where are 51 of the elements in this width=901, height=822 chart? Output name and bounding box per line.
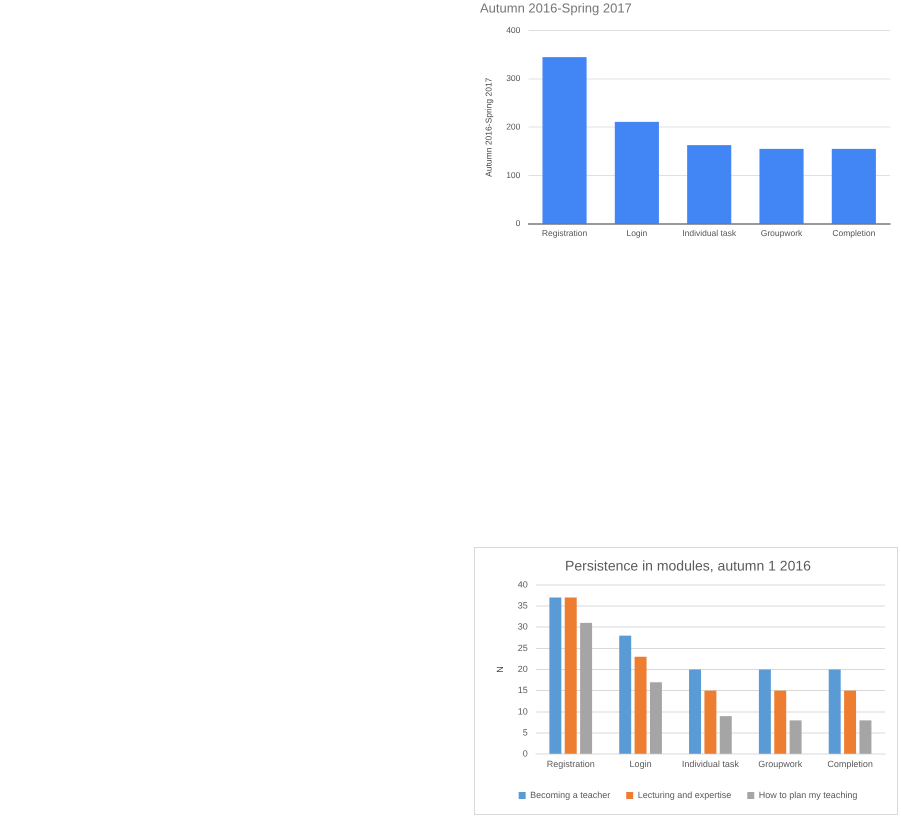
legend-label: Becoming a teacher bbox=[530, 790, 610, 800]
y-tick-label: 25 bbox=[518, 642, 528, 653]
x-tick-label: Individual task bbox=[682, 228, 737, 238]
bar bbox=[542, 57, 587, 224]
x-tick-label: Login bbox=[626, 228, 648, 238]
y-tick-label: 15 bbox=[518, 685, 528, 696]
bar bbox=[687, 145, 732, 224]
bar bbox=[759, 148, 804, 224]
legend-label: Lecturing and expertise bbox=[638, 790, 732, 800]
y-axis-title: N bbox=[494, 666, 505, 673]
x-tick-label: Login bbox=[630, 759, 652, 770]
bar bbox=[564, 598, 577, 754]
y-tick-label: 20 bbox=[518, 664, 528, 674]
x-tick-label: Completion bbox=[832, 228, 876, 238]
y-tick-label: 10 bbox=[518, 706, 528, 716]
bar bbox=[689, 670, 702, 754]
y-tick-label: 0 bbox=[516, 218, 521, 228]
bar bbox=[844, 690, 856, 754]
y-tick-label: 400 bbox=[506, 24, 521, 35]
chart-title: Autumn 2016-Spring 2017 bbox=[480, 0, 632, 16]
x-tick-label: Registration bbox=[546, 759, 595, 770]
bar bbox=[549, 598, 562, 754]
y-tick-label: 30 bbox=[518, 622, 528, 632]
y-tick-label: 0 bbox=[522, 748, 528, 759]
x-tick-label: Groupwork bbox=[760, 228, 804, 238]
bar bbox=[832, 148, 876, 224]
x-tick-label: Completion bbox=[827, 759, 873, 770]
legend-label: How to plan my teaching bbox=[758, 790, 858, 800]
bar bbox=[614, 122, 659, 224]
y-tick-label: 5 bbox=[522, 728, 528, 738]
bar bbox=[619, 636, 632, 754]
x-tick-label: Groupwork bbox=[758, 759, 803, 770]
x-tick-label: Individual task bbox=[682, 759, 740, 770]
bar bbox=[720, 716, 732, 754]
y-tick-label: 35 bbox=[518, 600, 528, 610]
bar bbox=[634, 656, 647, 754]
bar bbox=[580, 622, 592, 754]
y-tick-label: 100 bbox=[506, 170, 521, 180]
y-tick-label: 200 bbox=[506, 122, 521, 132]
bar bbox=[758, 670, 771, 754]
bar bbox=[828, 670, 841, 754]
x-tick-label: Registration bbox=[542, 228, 588, 238]
bar bbox=[704, 690, 716, 754]
bar bbox=[774, 690, 786, 754]
bar bbox=[859, 720, 872, 754]
bar bbox=[790, 720, 802, 754]
bar bbox=[650, 682, 662, 754]
chart-title: Persistence in modules, autumn 1 2016 bbox=[565, 557, 812, 574]
y-tick-label: 300 bbox=[506, 73, 521, 84]
y-axis-title: Autumn 2016-Spring 2017 bbox=[483, 77, 494, 177]
y-tick-label: 40 bbox=[518, 579, 528, 590]
